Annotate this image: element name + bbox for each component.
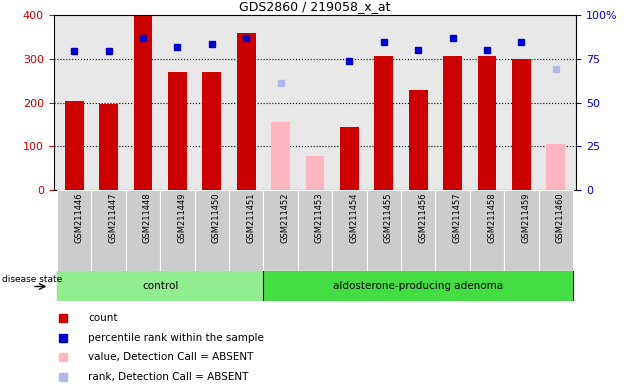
Bar	[374, 56, 393, 190]
Bar	[65, 101, 84, 190]
Text: GSM211451: GSM211451	[246, 192, 255, 243]
Bar	[539, 190, 573, 271]
Bar	[91, 190, 126, 271]
Bar	[126, 190, 160, 271]
Bar	[263, 271, 573, 301]
Bar	[512, 59, 531, 190]
Text: percentile rank within the sample: percentile rank within the sample	[88, 333, 264, 343]
Text: GSM211456: GSM211456	[418, 192, 427, 243]
Text: GSM211449: GSM211449	[178, 192, 186, 243]
Bar	[134, 15, 152, 190]
Bar	[160, 190, 195, 271]
Text: GSM211450: GSM211450	[212, 192, 220, 243]
Bar	[409, 91, 428, 190]
Bar	[99, 104, 118, 190]
Text: control: control	[142, 281, 178, 291]
Text: count: count	[88, 313, 118, 323]
Text: GSM211457: GSM211457	[452, 192, 462, 243]
Bar	[367, 190, 401, 271]
Text: GSM211455: GSM211455	[384, 192, 392, 243]
Bar	[57, 271, 263, 301]
Text: GSM211447: GSM211447	[108, 192, 118, 243]
Text: GSM211448: GSM211448	[143, 192, 152, 243]
Text: value, Detection Call = ABSENT: value, Detection Call = ABSENT	[88, 353, 253, 362]
Text: disease state: disease state	[2, 275, 62, 285]
Bar	[202, 72, 221, 190]
Bar	[478, 56, 496, 190]
Bar	[546, 144, 565, 190]
Text: GSM211446: GSM211446	[74, 192, 83, 243]
Bar	[443, 56, 462, 190]
Bar	[271, 122, 290, 190]
Bar	[237, 33, 256, 190]
Text: GSM211458: GSM211458	[487, 192, 496, 243]
Bar	[229, 190, 263, 271]
Title: GDS2860 / 219058_x_at: GDS2860 / 219058_x_at	[239, 0, 391, 13]
Bar	[263, 190, 298, 271]
Bar	[298, 190, 332, 271]
Bar	[401, 190, 435, 271]
Text: aldosterone-producing adenoma: aldosterone-producing adenoma	[333, 281, 503, 291]
Bar	[340, 127, 359, 190]
Bar	[57, 190, 91, 271]
Text: GSM211460: GSM211460	[556, 192, 565, 243]
Text: GSM211459: GSM211459	[522, 192, 530, 243]
Bar	[504, 190, 539, 271]
Bar	[306, 156, 324, 190]
Text: GSM211452: GSM211452	[280, 192, 290, 243]
Bar	[195, 190, 229, 271]
Bar	[470, 190, 504, 271]
Bar	[168, 72, 187, 190]
Text: GSM211453: GSM211453	[315, 192, 324, 243]
Bar	[332, 190, 367, 271]
Text: GSM211454: GSM211454	[350, 192, 358, 243]
Bar	[435, 190, 470, 271]
Text: rank, Detection Call = ABSENT: rank, Detection Call = ABSENT	[88, 372, 249, 382]
